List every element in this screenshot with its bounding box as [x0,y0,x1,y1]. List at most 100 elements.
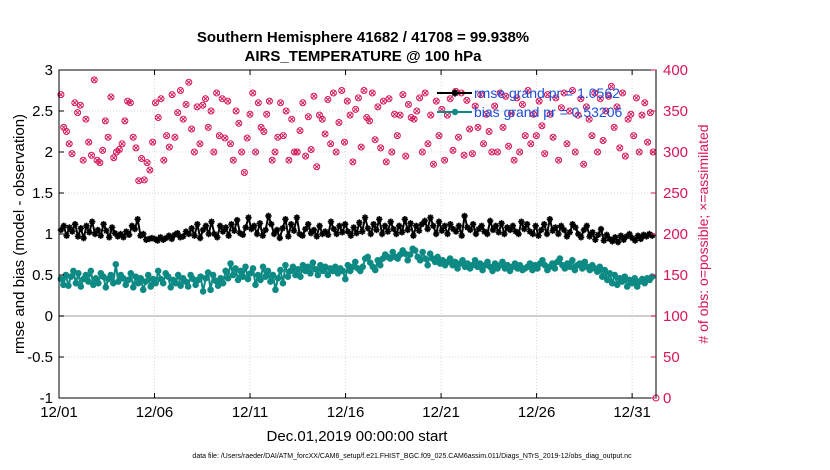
bias-point [202,274,209,282]
obs-possible-circle [263,110,271,118]
obs-possible-circle [371,136,379,144]
obs-marker [530,110,538,118]
x-tick-label: 12/16 [327,404,365,421]
obs-marker [518,100,526,108]
rmse-point [259,232,266,239]
obs-marker [513,94,521,102]
rmse-point [319,230,326,238]
rmse-point [558,222,565,229]
rmse-point [162,234,170,242]
rmse-point [498,220,505,227]
obs-assimilated-cross [200,102,206,108]
obs-assimilated-cross [91,77,97,83]
obs-assimilated-cross [575,112,581,118]
obs-possible-circle [493,148,501,156]
rmse-point [532,222,539,229]
obs-marker [466,125,474,133]
obs-marker [268,156,276,164]
rmse-point [586,233,593,240]
obs-possible-circle [182,100,190,108]
obs-assimilated-cross [594,149,601,155]
rmse-point [424,225,431,233]
rmse-point [248,225,255,233]
rmse-point [285,233,292,240]
obs-possible-circle [299,99,307,107]
obs-assimilated-cross [333,149,339,155]
y-tick-label: 0.5 [32,267,53,284]
obs-marker [455,133,463,141]
obs-marker [310,92,318,100]
obs-possible-circle [560,89,568,97]
obs-possible-circle [302,152,310,160]
obs-marker [357,143,365,151]
obs-marker [527,140,535,148]
obs-possible-circle [349,158,357,166]
rmse-point [594,231,602,239]
obs-marker [377,144,385,152]
rmse-point [287,220,295,228]
obs-possible-circle [413,107,421,115]
obs-marker [421,89,429,97]
obs-possible-circle [432,97,440,105]
obs-possible-circle [321,130,329,138]
obs-assimilated-cross [383,159,389,165]
obs-marker [505,142,513,150]
rmse-point [231,227,238,234]
rmse-point [359,228,366,235]
obs-marker [641,99,649,107]
rmse-point [188,225,195,232]
obs-possible-circle [557,104,565,112]
obs-assimilated-cross [592,90,598,96]
bias-point [342,275,349,283]
x-axis-label: Dec.01,2019 00:00:00 start [267,428,449,445]
obs-assimilated-cross [597,96,603,102]
bias-point [421,255,429,262]
obs-assimilated-cross [633,95,640,101]
obs-assimilated-cross [238,149,245,155]
obs-marker [213,89,221,97]
obs-marker [582,103,590,111]
y-right-tick-label: 0 [663,390,671,407]
rmse-point [273,226,281,234]
obs-marker [388,148,396,156]
y-tick-label: 0 [45,308,53,325]
rmse-point [265,212,272,220]
obs-assimilated-cross [555,157,562,163]
obs-possible-circle [591,89,599,97]
rmse-point [364,225,372,232]
legend-marker [451,108,459,116]
obs-assimilated-cross [466,126,473,132]
obs-possible-circle [646,109,654,117]
obs-assimilated-cross [352,106,359,113]
obs-possible-circle [149,138,157,146]
obs-assimilated-cross [69,150,75,157]
obs-marker [190,148,198,156]
rmse-point [489,226,497,234]
obs-assimilated-cross [375,104,381,110]
obs-marker [552,94,560,102]
obs-possible-circle [396,111,404,119]
obs-marker [157,95,165,103]
obs-marker [227,140,235,148]
obs-possible-circle [632,94,640,102]
obs-marker [343,97,351,105]
obs-assimilated-cross [639,112,645,118]
obs-marker [235,119,243,127]
rmse-point [478,222,485,229]
rmse-point [236,229,244,237]
obs-possible-circle [521,132,529,140]
rmse-point [233,216,241,224]
obs-marker [485,128,493,135]
obs-assimilated-cross [369,90,375,96]
rmse-point [333,230,340,238]
obs-assimilated-cross [155,114,161,121]
obs-assimilated-cross [558,105,565,111]
obs-possible-circle [115,146,123,154]
obs-assimilated-cross [464,97,470,103]
bias-point [569,256,576,264]
rmse-point [251,222,258,229]
obs-marker [282,107,290,115]
obs-assimilated-cross [205,124,211,131]
obs-marker [146,166,154,174]
rmse-point [131,225,139,233]
